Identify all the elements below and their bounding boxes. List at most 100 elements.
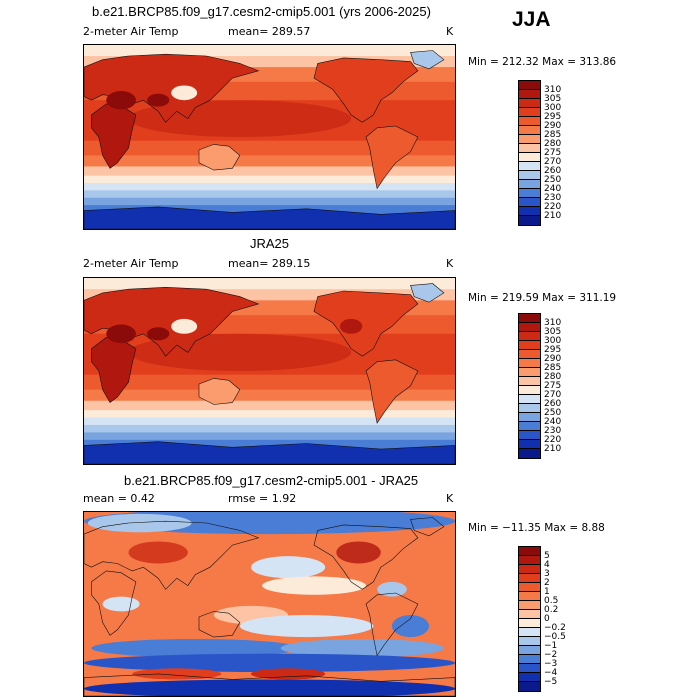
colorbar-segment bbox=[519, 440, 540, 449]
colorbar-segment bbox=[519, 637, 540, 646]
difference-region bbox=[87, 513, 192, 533]
coastline-namerica bbox=[313, 524, 419, 590]
colorbar-segment bbox=[519, 610, 540, 619]
panel3-minmax: Min = −11.35 Max = 8.88 bbox=[468, 522, 605, 534]
colorbar-tick-label: 305 bbox=[544, 93, 562, 104]
colorbar-segment bbox=[519, 556, 540, 565]
land-antarctica bbox=[84, 206, 455, 229]
difference-region bbox=[128, 541, 188, 564]
coastline-eurasia bbox=[84, 520, 260, 590]
colorbar-segment bbox=[519, 583, 540, 592]
temperature-band bbox=[84, 190, 455, 199]
colorbar-segment bbox=[519, 574, 540, 583]
temperature-band bbox=[84, 155, 455, 167]
colorbar-segment bbox=[519, 198, 540, 207]
plateau-cold-spot bbox=[171, 85, 198, 101]
coastline-africa bbox=[91, 570, 137, 636]
difference-region bbox=[84, 679, 455, 696]
panel2-map bbox=[83, 277, 456, 465]
temperature-band bbox=[84, 439, 455, 450]
colorbar-segment bbox=[519, 404, 540, 413]
colorbar-segment bbox=[519, 628, 540, 637]
temperature-band bbox=[84, 432, 455, 441]
panel2-title: JRA25 bbox=[250, 236, 290, 251]
colorbar-tick-label: −0.2 bbox=[544, 622, 566, 633]
colorbar-tick-label: 1 bbox=[544, 586, 550, 597]
colorbar-segment bbox=[519, 368, 540, 377]
land-north-america bbox=[313, 57, 419, 123]
colorbar-segment bbox=[519, 323, 540, 332]
colorbar-tick-label: 285 bbox=[544, 129, 562, 140]
difference-region bbox=[391, 615, 430, 638]
colorbar-segment bbox=[519, 171, 540, 180]
colorbar-segment bbox=[519, 90, 540, 99]
colorbar-tick-label: 310 bbox=[544, 84, 562, 95]
panel3-unit: K bbox=[446, 492, 454, 505]
colorbar-tick-label: 260 bbox=[544, 165, 562, 176]
colorbar-tick-label: −0.5 bbox=[544, 631, 566, 642]
colorbar-segment bbox=[519, 431, 540, 440]
colorbar-segment bbox=[519, 592, 540, 601]
colorbar-segment bbox=[519, 135, 540, 144]
panel1-mean: mean= 289.57 bbox=[228, 25, 311, 38]
colorbar-segment bbox=[519, 619, 540, 628]
panel1-minmax: Min = 212.32 Max = 313.86 bbox=[468, 56, 617, 68]
temperature-band bbox=[84, 424, 455, 433]
difference-region bbox=[262, 576, 366, 595]
panel2-variable-label: 2-meter Air Temp bbox=[83, 257, 179, 270]
colorbar-tick-label: −4 bbox=[544, 667, 558, 678]
land-greenland bbox=[410, 283, 445, 303]
panel2-unit: K bbox=[446, 257, 454, 270]
colorbar-segment bbox=[519, 144, 540, 153]
temperature-band bbox=[84, 56, 455, 68]
colorbar-segment bbox=[519, 216, 540, 225]
difference-region bbox=[336, 541, 381, 564]
colorbar-segment bbox=[519, 449, 540, 458]
colorbar-segment bbox=[519, 117, 540, 126]
colorbar-tick-label: 230 bbox=[544, 192, 562, 203]
colorbar-tick-label: 270 bbox=[544, 156, 562, 167]
colorbar-segment bbox=[519, 314, 540, 323]
coastline-samerica bbox=[365, 592, 419, 657]
colorbar-segment bbox=[519, 422, 540, 431]
colorbar-segment bbox=[519, 81, 540, 90]
colorbar-tick-label: 210 bbox=[544, 443, 562, 454]
land-australia bbox=[198, 378, 241, 405]
colorbar-tick-label: 3 bbox=[544, 568, 550, 579]
temperature-band bbox=[84, 45, 455, 57]
colorbar-tick-label: 295 bbox=[544, 111, 562, 122]
land-greenland bbox=[410, 50, 445, 70]
colorbar-segment bbox=[519, 673, 540, 682]
colorbar-tick-label: 300 bbox=[544, 335, 562, 346]
colorbar-segment bbox=[519, 655, 540, 664]
colorbar-tick-label: −5 bbox=[544, 676, 558, 687]
coastline-antarctica bbox=[84, 673, 455, 696]
land-north-america bbox=[313, 290, 419, 357]
panel1-title: b.e21.BRCP85.f09_g17.cesm2-cmip5.001 (yr… bbox=[92, 4, 431, 19]
hot-spot bbox=[147, 327, 170, 341]
colorbar-tick-label: 220 bbox=[544, 434, 562, 445]
colorbar-tick-label: 220 bbox=[544, 201, 562, 212]
temperature-band bbox=[84, 175, 455, 184]
panel1-colorbar: 310 305 300 295 290 285 280 275 270 260 250 240 230 2… bbox=[518, 80, 561, 226]
colorbar-tick-label: 240 bbox=[544, 183, 562, 194]
season-label: JJA bbox=[512, 8, 551, 31]
temperature-band bbox=[84, 183, 455, 191]
land-south-america bbox=[365, 125, 419, 190]
panel3-map bbox=[83, 511, 456, 697]
colorbar-segment bbox=[519, 108, 540, 117]
colorbar-segment bbox=[519, 359, 540, 368]
difference-region bbox=[250, 556, 326, 579]
colorbar-segment bbox=[519, 180, 540, 189]
temperature-band bbox=[84, 289, 455, 301]
colorbar-tick-label: 295 bbox=[544, 344, 562, 355]
temperature-band bbox=[84, 278, 455, 290]
colorbar-segment bbox=[519, 332, 540, 341]
temperature-band bbox=[84, 166, 455, 177]
plateau-cold-spot bbox=[171, 318, 198, 334]
colorbar-tick-label: 275 bbox=[544, 147, 562, 158]
panel1-map bbox=[83, 44, 456, 230]
colorbar-tick-label: 0.5 bbox=[544, 595, 559, 606]
colorbar-tick-label: 0 bbox=[544, 613, 550, 624]
temperature-band bbox=[84, 400, 455, 411]
